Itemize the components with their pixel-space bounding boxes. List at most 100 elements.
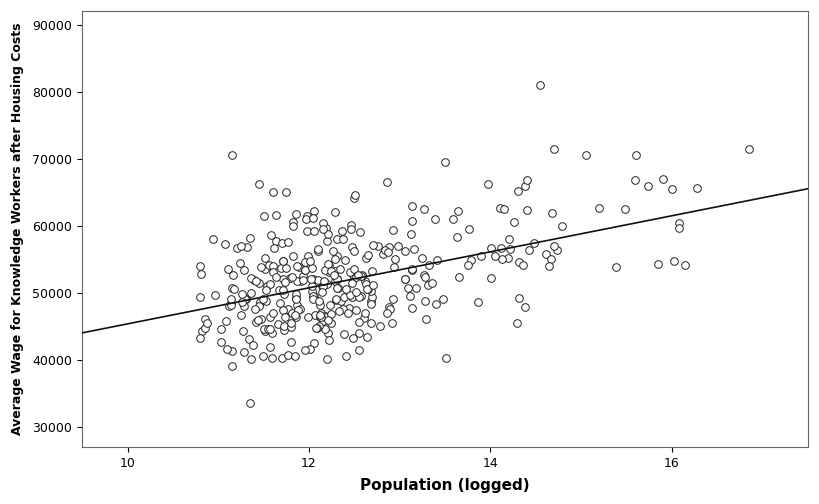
Point [323,262,336,270]
Point [313,322,326,330]
Point [279,264,292,272]
Point [225,151,238,159]
Point [319,313,332,321]
Point [310,324,323,332]
Point [656,175,669,183]
Point [289,295,302,303]
Point [245,274,258,282]
Point [345,243,358,251]
Point [307,292,320,300]
Point [548,242,561,250]
Point [609,263,622,271]
Point [313,301,326,309]
Point [334,297,347,305]
Point [423,261,436,269]
Point [495,255,509,263]
Point [355,272,368,280]
Point [225,299,238,307]
Point [225,347,238,355]
Point [474,251,487,260]
Point [290,313,303,321]
Point [321,316,334,324]
Point [507,218,520,226]
Point [305,264,319,272]
Point [520,176,533,184]
Point [253,298,266,306]
Point [220,345,233,353]
Point [235,290,248,298]
Point [312,276,325,284]
Point [376,250,389,258]
Point [253,302,266,310]
Point [245,288,258,296]
Point [502,235,515,243]
Point [328,255,342,263]
Point [512,258,525,266]
Point [244,355,257,363]
Point [330,284,343,292]
Point [378,246,391,254]
Point [352,318,365,326]
Point [328,271,341,279]
Point [284,338,297,346]
Point [301,227,314,235]
Point [328,208,342,216]
Point [463,225,476,233]
Point [352,330,365,338]
Point [352,293,365,301]
Point [288,352,301,360]
Point [385,319,398,327]
Point [330,295,343,303]
Point [254,263,267,271]
Point [366,267,379,275]
Point [360,333,373,341]
Point [252,279,265,287]
Point [359,309,372,317]
Point [314,309,328,318]
Point [346,334,360,342]
Point [238,302,251,310]
Point [286,218,299,226]
Point [196,327,209,335]
Point [619,205,632,213]
Point [287,251,300,260]
Point [523,246,536,254]
Point [651,260,664,268]
Point [280,188,293,196]
Point [313,297,326,305]
Point [510,319,523,327]
Point [276,257,289,265]
Point [360,280,373,288]
Point [382,242,396,250]
Point [266,188,279,196]
Point [283,274,296,282]
Point [303,345,316,353]
Point [742,145,755,153]
Point [306,292,319,300]
Point [316,225,329,233]
Point [346,271,360,279]
Point [305,287,319,295]
Point [194,270,207,278]
Point [290,294,303,302]
Point [415,254,428,262]
Point [308,339,321,347]
Point [489,252,502,260]
Point [277,326,290,334]
Point [360,254,373,262]
Point [324,319,337,327]
Point [290,290,303,298]
Point [498,205,511,213]
Point [343,268,356,276]
Point [261,326,274,334]
Point [275,239,288,247]
Point [260,281,274,289]
Point [387,226,400,234]
Point [542,262,555,270]
Point [422,281,435,289]
Point [295,277,308,285]
Point [303,257,316,265]
Point [407,245,420,253]
Point [399,275,412,283]
Point [276,275,289,283]
